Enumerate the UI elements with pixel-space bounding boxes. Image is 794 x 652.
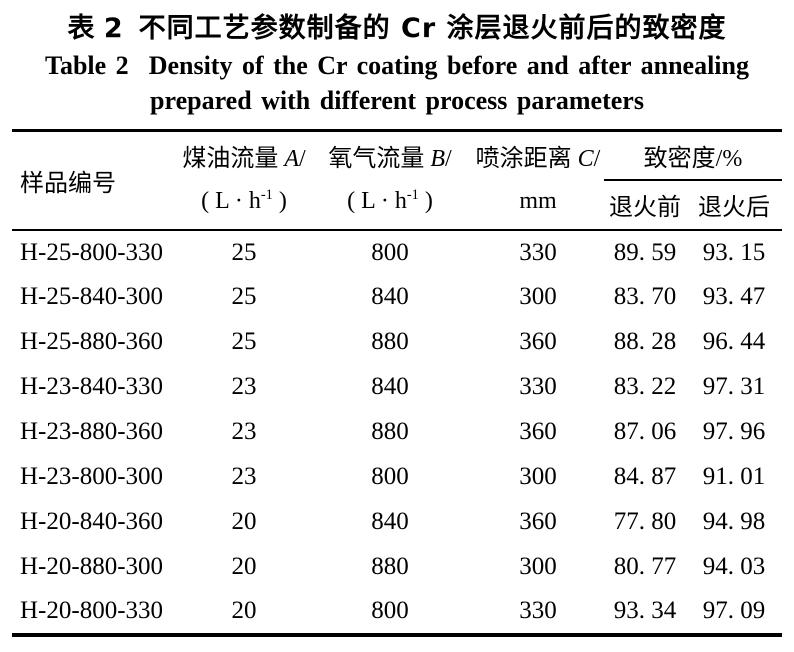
cell-spray-distance: 300 bbox=[519, 463, 557, 490]
cell-kerosene-flow: 23 bbox=[231, 373, 257, 400]
cell-density-after: 94. 98 bbox=[702, 508, 766, 535]
table-number-zh: 表 2 bbox=[67, 13, 123, 44]
cell-sample-id: H-23-880-360 bbox=[20, 418, 164, 445]
cell-spray-distance: 300 bbox=[519, 283, 557, 310]
table-row: H-20-800-330 20 800 330 93. 34 97. 09 bbox=[12, 590, 782, 635]
density-table: 样品编号 煤油流量 A/ ( L · h-1 ) 氧气流量 B/ ( L · h… bbox=[12, 129, 783, 637]
cell-spray-distance: 300 bbox=[519, 553, 557, 580]
cell-oxygen-flow: 840 bbox=[371, 508, 409, 535]
cell-density-before: 84. 87 bbox=[613, 463, 677, 490]
table-row: H-25-800-330 25 800 330 89. 59 93. 15 bbox=[12, 230, 782, 275]
cell-spray-distance: 360 bbox=[519, 508, 557, 535]
header-oxygen-flow-label: 氧气流量 B/ bbox=[328, 146, 452, 173]
table-number-en: Table 2 bbox=[45, 51, 129, 80]
table-body: H-25-800-330 25 800 330 89. 59 93. 15 H-… bbox=[12, 230, 782, 635]
table-row: H-23-840-330 23 840 330 83. 22 97. 31 bbox=[12, 365, 782, 410]
cell-density-after: 91. 01 bbox=[702, 463, 766, 490]
cell-oxygen-flow: 800 bbox=[371, 238, 409, 266]
table-row: H-20-880-300 20 880 300 80. 77 94. 03 bbox=[12, 545, 782, 590]
table-row: H-20-840-360 20 840 360 77. 80 94. 98 bbox=[12, 500, 782, 545]
cell-density-after: 97. 96 bbox=[702, 418, 766, 445]
cell-kerosene-flow: 20 bbox=[231, 553, 257, 580]
cell-kerosene-flow: 23 bbox=[231, 418, 257, 445]
cell-spray-distance: 360 bbox=[519, 418, 557, 445]
cell-density-before: 87. 06 bbox=[613, 418, 677, 445]
cell-sample-id: H-23-840-330 bbox=[20, 373, 164, 400]
cell-spray-distance: 330 bbox=[519, 238, 557, 266]
cell-density-after: 96. 44 bbox=[702, 328, 766, 355]
cell-sample-id: H-20-880-300 bbox=[20, 553, 164, 580]
header-density-group: 致密度/% bbox=[604, 130, 783, 181]
variable-c: C bbox=[577, 146, 594, 173]
table-row: H-23-880-360 23 880 360 87. 06 97. 96 bbox=[12, 410, 782, 455]
cell-density-before: 89. 59 bbox=[613, 238, 677, 266]
header-sample-id: 样品编号 bbox=[20, 170, 116, 197]
table-caption-en-line1: Table 2 Density of the Cr coating before … bbox=[0, 49, 794, 82]
cell-sample-id: H-20-840-360 bbox=[20, 508, 164, 535]
header-spray-distance-unit: mm bbox=[519, 188, 557, 215]
header-row-2: 退火前 退火后 bbox=[12, 180, 782, 230]
cell-oxygen-flow: 880 bbox=[371, 328, 409, 355]
cell-kerosene-flow: 25 bbox=[231, 238, 257, 266]
cell-sample-id: H-25-840-300 bbox=[20, 283, 164, 310]
cell-kerosene-flow: 20 bbox=[231, 508, 257, 535]
cell-density-before: 83. 70 bbox=[613, 283, 677, 310]
cell-density-before: 77. 80 bbox=[613, 508, 677, 535]
variable-a: A bbox=[284, 146, 299, 173]
cell-spray-distance: 360 bbox=[519, 328, 557, 355]
cell-density-after: 94. 03 bbox=[702, 553, 766, 580]
cell-oxygen-flow: 800 bbox=[371, 597, 409, 624]
table-caption-zh: 表 2 不同工艺参数制备的 Cr 涂层退火前后的致密度 bbox=[0, 12, 794, 46]
cell-density-after: 93. 47 bbox=[702, 283, 766, 310]
cell-oxygen-flow: 800 bbox=[371, 463, 409, 490]
cell-oxygen-flow: 840 bbox=[371, 283, 409, 310]
cell-sample-id: H-25-800-330 bbox=[20, 238, 164, 266]
header-spray-distance: 喷涂距离 C/ mm bbox=[472, 131, 604, 230]
cell-kerosene-flow: 23 bbox=[231, 463, 257, 490]
cell-kerosene-flow: 25 bbox=[231, 283, 257, 310]
header-after-annealing: 退火后 bbox=[698, 195, 770, 221]
cell-kerosene-flow: 25 bbox=[231, 328, 257, 355]
variable-b: B bbox=[430, 146, 445, 173]
cell-oxygen-flow: 880 bbox=[371, 418, 409, 445]
cell-density-before: 83. 22 bbox=[613, 373, 677, 400]
header-kerosene-flow-unit: ( L · h-1 ) bbox=[201, 187, 287, 215]
cell-sample-id: H-25-880-360 bbox=[20, 328, 164, 355]
cell-sample-id: H-23-800-300 bbox=[20, 463, 164, 490]
cell-density-before: 88. 28 bbox=[613, 328, 677, 355]
table-caption-en-line2: prepared with different process paramete… bbox=[150, 86, 644, 115]
cell-density-before: 80. 77 bbox=[613, 553, 677, 580]
table-header: 样品编号 煤油流量 A/ ( L · h-1 ) 氧气流量 B/ ( L · h… bbox=[12, 130, 783, 230]
header-spray-distance-label: 喷涂距离 C/ bbox=[475, 146, 601, 173]
table-row: H-25-880-360 25 880 360 88. 28 96. 44 bbox=[12, 320, 782, 365]
cell-kerosene-flow: 20 bbox=[231, 597, 257, 624]
header-oxygen-flow: 氧气流量 B/ ( L · h-1 ) bbox=[308, 131, 472, 230]
cell-density-after: 97. 09 bbox=[702, 597, 766, 624]
table-title-en: Density of the Cr coating before and aft… bbox=[148, 51, 749, 80]
table-row: H-25-840-300 25 840 300 83. 70 93. 47 bbox=[12, 275, 782, 320]
cell-spray-distance: 330 bbox=[519, 373, 557, 400]
cell-density-before: 93. 34 bbox=[613, 597, 677, 624]
cell-spray-distance: 330 bbox=[519, 597, 557, 624]
header-row-1: 样品编号 煤油流量 A/ ( L · h-1 ) 氧气流量 B/ ( L · h… bbox=[12, 130, 783, 214]
header-oxygen-flow-unit: ( L · h-1 ) bbox=[347, 187, 433, 215]
header-before-annealing: 退火前 bbox=[609, 195, 681, 221]
header-kerosene-flow-label: 煤油流量 A/ bbox=[182, 146, 306, 173]
header-kerosene-flow: 煤油流量 A/ ( L · h-1 ) bbox=[180, 131, 308, 230]
cell-oxygen-flow: 840 bbox=[371, 373, 409, 400]
cell-sample-id: H-20-800-330 bbox=[20, 597, 164, 624]
cell-oxygen-flow: 880 bbox=[371, 553, 409, 580]
table-title-zh: 不同工艺参数制备的 Cr 涂层退火前后的致密度 bbox=[138, 13, 727, 44]
table-row: H-23-800-300 23 800 300 84. 87 91. 01 bbox=[12, 455, 782, 500]
cell-density-after: 97. 31 bbox=[702, 373, 766, 400]
cell-density-after: 93. 15 bbox=[702, 238, 766, 266]
